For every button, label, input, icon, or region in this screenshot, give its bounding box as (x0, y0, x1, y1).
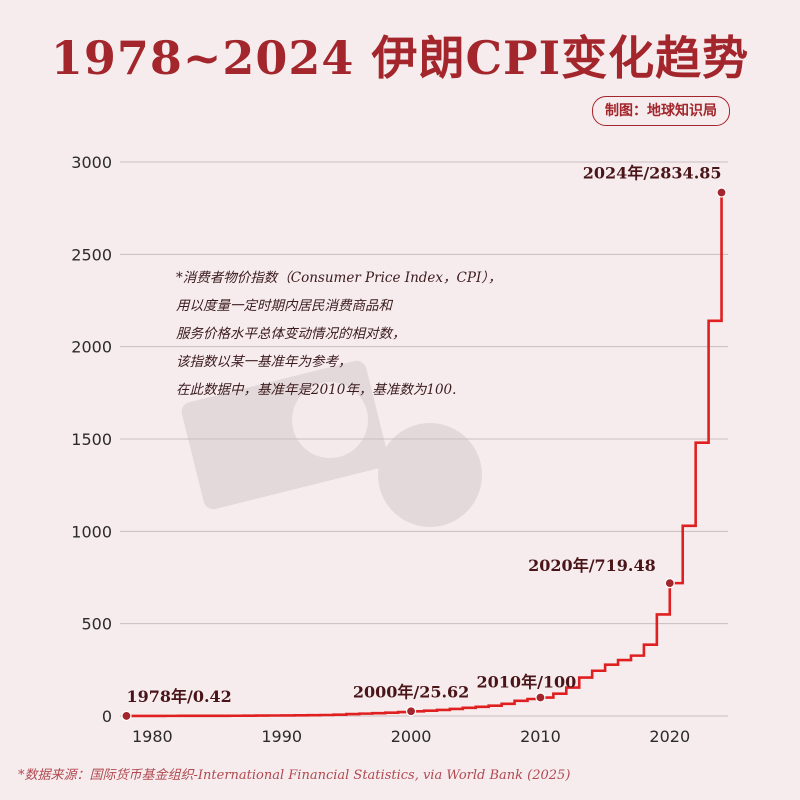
source-note: *数据来源：国际货币基金组织-International Financial S… (18, 768, 571, 783)
grid-lines (120, 161, 728, 717)
x-tick-label: 1980 (132, 727, 173, 746)
data-label: 2020年/719.48 (528, 556, 656, 575)
annotation-line: 在此数据中，基准年是2010年，基准数为100. (176, 382, 456, 398)
data-labels: 1978年/0.42 2000年/25.62 2010年/100 2020年/719.… (126, 163, 721, 705)
data-point-marker (664, 578, 675, 589)
y-tick-label: 1500 (71, 430, 112, 449)
y-tick-label: 500 (81, 615, 112, 634)
cpi-chart: 0 500 1000 1500 2000 2500 3000 1980 1990 2000 201… (71, 153, 728, 746)
data-point-marker (535, 692, 546, 703)
y-tick-label: 2500 (71, 245, 112, 264)
x-tick-label: 2020 (649, 727, 690, 746)
y-axis-ticks: 0 500 1000 1500 2000 2500 3000 (71, 153, 112, 726)
cpi-annotation: *消费者物价指数（Consumer Price Index，CPI）， 用以度量… (176, 270, 502, 398)
data-label: 2024年/2834.85 (583, 163, 722, 182)
cpi-series-line (126, 192, 723, 718)
y-tick-label: 3000 (71, 153, 112, 172)
x-tick-label: 2010 (520, 727, 561, 746)
data-point-marker (121, 710, 132, 722)
data-point-marker (405, 706, 417, 717)
annotation-line: 服务价格水平总体变动情况的相对数， (176, 326, 406, 342)
annotation-line: 用以度量一定时期内居民消费商品和 (176, 298, 393, 314)
y-tick-label: 1000 (71, 522, 112, 541)
y-tick-label: 0 (102, 707, 112, 726)
data-point-marker (716, 187, 727, 198)
page-title: 1978~2024 伊朗CPI变化趋势 (50, 31, 750, 85)
annotation-line: 该指数以某一基准年为参考， (176, 354, 352, 370)
data-label: 2000年/25.62 (353, 682, 469, 701)
data-label: 2010年/100 (477, 673, 577, 692)
data-label: 1978年/0.42 (126, 687, 231, 706)
x-tick-label: 2000 (391, 727, 432, 746)
x-tick-label: 1990 (261, 727, 302, 746)
x-axis-ticks: 1980 1990 2000 2010 2020 (132, 727, 690, 746)
annotation-line: *消费者物价指数（Consumer Price Index，CPI）， (176, 270, 502, 286)
y-tick-label: 2000 (71, 338, 112, 357)
credit-badge: 制图：地球知识局 (592, 96, 730, 126)
data-point-markers (121, 187, 727, 722)
